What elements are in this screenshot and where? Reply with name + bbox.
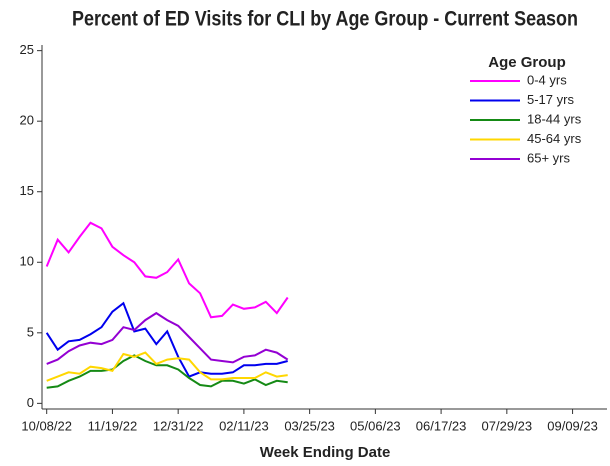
- y-tick-label: 15: [20, 183, 34, 198]
- series-line: [45, 221, 289, 319]
- y-tick-label: 0: [27, 395, 34, 410]
- x-tick-label: 05/06/23: [350, 418, 401, 433]
- series-line: [45, 301, 288, 378]
- series-line: [46, 354, 288, 389]
- legend-label: 18-44 yrs: [527, 111, 582, 126]
- legend-label: 0-4 yrs: [527, 72, 567, 87]
- legend-label: 45-64 yrs: [527, 131, 582, 146]
- x-axis-label: Week Ending Date: [260, 444, 391, 461]
- legend-label: 65+ yrs: [527, 150, 570, 165]
- x-tick-label: 12/31/22: [153, 418, 204, 433]
- y-tick-label: 10: [20, 254, 34, 269]
- x-tick-label: 02/11/23: [219, 418, 269, 433]
- chart-title: Percent of ED Visits for CLI by Age Grou…: [72, 8, 578, 31]
- x-tick-label: 07/29/23: [482, 418, 533, 433]
- x-tick-label: 10/08/22: [21, 418, 72, 433]
- legend-label: 5-17 yrs: [527, 92, 574, 107]
- y-tick-label: 25: [20, 42, 34, 57]
- x-tick-label: 03/25/23: [284, 418, 335, 433]
- y-tick-label: 20: [20, 113, 34, 128]
- x-tick-label: 06/17/23: [416, 418, 467, 433]
- legend-title: Age Group: [488, 54, 566, 71]
- x-tick-label: 09/09/23: [547, 418, 598, 433]
- series-line: [46, 351, 288, 382]
- series-line: [46, 311, 289, 365]
- x-tick-label: 11/19/22: [88, 418, 138, 433]
- y-tick-label: 5: [27, 324, 34, 339]
